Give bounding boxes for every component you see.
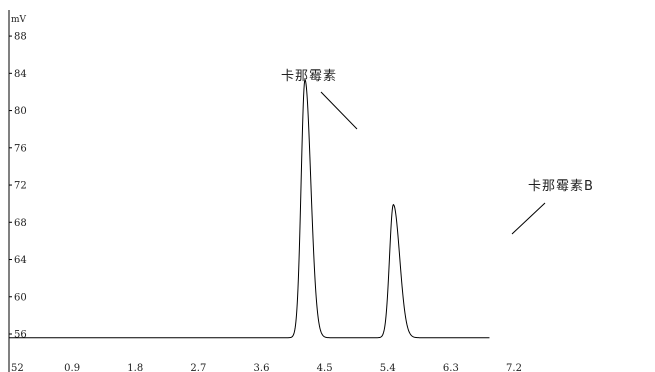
x-axis-ticks: 0.9 1.8 2.7 3.6 4.5 5.4 6.3 7.2 [64,363,522,372]
y-tick-label: 80 [14,106,27,117]
x-tick-label: 2.7 [190,363,206,372]
y-tick-label: 88 [14,32,27,43]
y-tick-label: 76 [14,143,27,154]
corner-tick-label: 52 [11,363,24,372]
x-tick-label: 6.3 [443,363,459,372]
x-tick-label: 7.2 [506,363,522,372]
peak-2-label: 卡那霉素B [528,179,594,194]
x-tick-label: 0.9 [64,363,80,372]
peak-2-leader-line [511,202,546,235]
y-tick-label: 60 [14,292,27,303]
x-tick-label: 1.8 [127,363,143,372]
y-axis-ticks: 56 60 64 68 72 76 80 84 88 [9,32,27,341]
x-tick-label: 5.4 [380,363,396,372]
y-tick-label: 72 [14,181,27,192]
x-tick-label: 3.6 [254,363,270,372]
y-tick-label: 84 [14,69,27,80]
x-tick-label: 4.5 [317,363,333,372]
peak-annotations: 卡那霉素 卡那霉素B [281,69,594,235]
peak-1-leader-line [320,91,358,130]
peak-1-label: 卡那霉素 [281,69,337,84]
signal-trace-line [9,78,490,339]
y-tick-label: 64 [14,255,27,266]
y-tick-label: 68 [14,218,27,229]
y-tick-label: 56 [14,330,27,341]
y-axis-unit-label: mV [11,15,27,25]
